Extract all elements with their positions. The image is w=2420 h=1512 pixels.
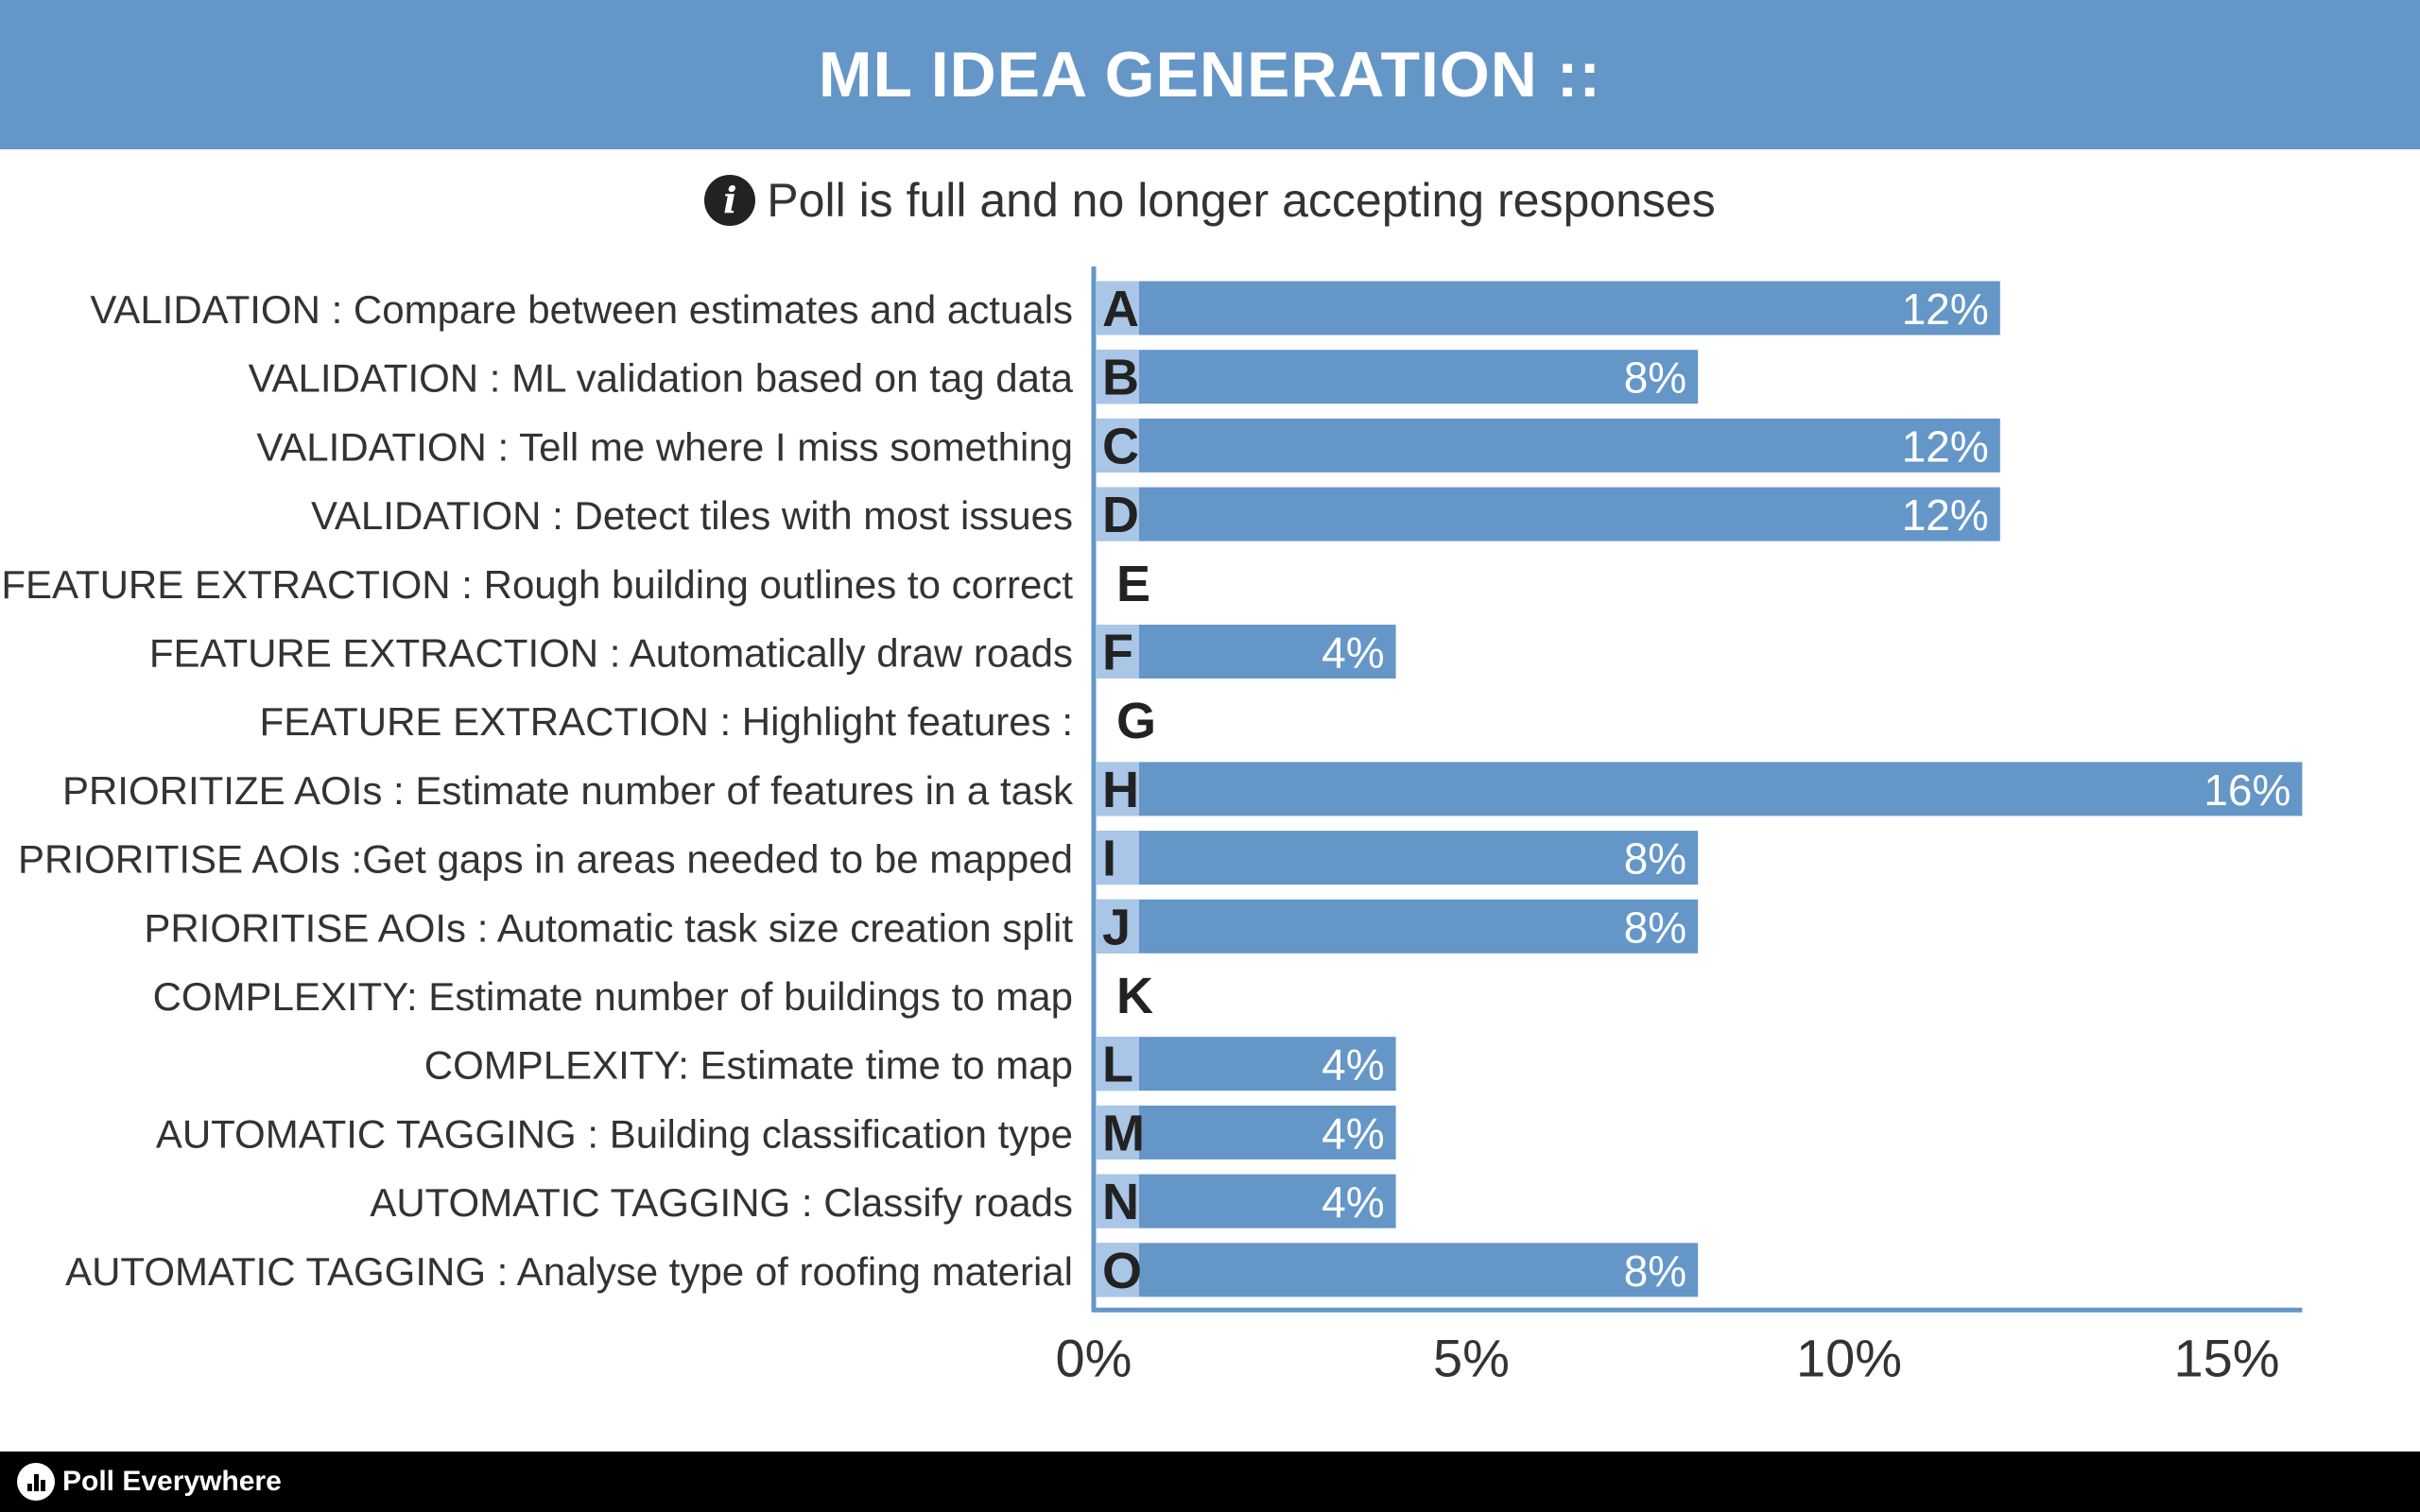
bar-letter: E	[1116, 556, 1150, 612]
category-label: FEATURE EXTRACTION : Rough building outl…	[1, 562, 1073, 607]
bar	[1096, 1174, 1396, 1228]
bar-value-label: 8%	[1624, 834, 1686, 884]
bar-letter-tab	[1096, 1105, 1139, 1160]
bar	[1096, 487, 2000, 541]
bar-letter-tab	[1096, 418, 1139, 472]
bar-value-label: 12%	[1902, 421, 1989, 471]
bar-letter: I	[1102, 831, 1116, 887]
bar-letter-tab	[1096, 1174, 1139, 1228]
bar-letter: F	[1102, 625, 1133, 681]
bar-letter: D	[1102, 487, 1139, 543]
bar	[1096, 625, 1396, 679]
bar-letter-tab	[1096, 831, 1139, 885]
bar-letter: H	[1102, 762, 1139, 818]
footer-brand-text: Poll Everywhere	[62, 1466, 282, 1497]
poll-status-notice: i Poll is full and no longer accepting r…	[0, 165, 2420, 235]
bar-letter-tab	[1096, 625, 1139, 679]
bar-value-label: 4%	[1322, 1040, 1384, 1090]
bar	[1096, 1037, 1396, 1091]
x-tick-label: 5%	[1433, 1328, 1510, 1387]
bar-letter-tab	[1096, 1243, 1139, 1297]
category-label: FEATURE EXTRACTION : Highlight features …	[260, 699, 1073, 744]
bar	[1096, 762, 2303, 816]
bar	[1096, 350, 1699, 404]
category-label: AUTOMATIC TAGGING : Analyse type of roof…	[65, 1249, 1073, 1294]
bar-letter-tab	[1096, 762, 1139, 816]
category-label: VALIDATION : ML validation based on tag …	[249, 356, 1074, 401]
category-label: PRIORITISE AOIs :Get gaps in areas neede…	[18, 837, 1073, 882]
poll-everywhere-logo-icon	[17, 1463, 55, 1501]
bar	[1096, 831, 1699, 885]
poll-status-text: Poll is full and no longer accepting res…	[767, 174, 1716, 227]
bar-letter-tab	[1096, 281, 1139, 335]
bar	[1096, 418, 2000, 472]
footer-bar: Poll Everywhere	[0, 1452, 2420, 1512]
x-tick-label: 10%	[1796, 1328, 1902, 1387]
category-label: COMPLEXITY: Estimate number of buildings…	[153, 974, 1073, 1019]
bar-letter: N	[1102, 1174, 1139, 1230]
x-tick-label: 0%	[1056, 1328, 1132, 1387]
bar-value-label: 4%	[1322, 1177, 1384, 1227]
info-icon: i	[704, 175, 756, 226]
bar-letter-tab	[1096, 1037, 1139, 1091]
bar-letter: J	[1102, 899, 1131, 955]
bar-letter-tab	[1096, 899, 1139, 954]
category-label: COMPLEXITY: Estimate time to map	[424, 1043, 1073, 1088]
bar-letter: A	[1102, 281, 1139, 337]
bar-letter: M	[1102, 1105, 1145, 1161]
category-label: AUTOMATIC TAGGING : Building classificat…	[156, 1111, 1073, 1156]
x-tick-label: 15%	[2173, 1328, 2279, 1387]
bar	[1096, 1243, 1699, 1297]
bar	[1096, 899, 1699, 954]
category-label: VALIDATION : Tell me where I miss someth…	[256, 424, 1073, 469]
bar-letter: O	[1102, 1243, 1142, 1299]
bar-letter: L	[1102, 1037, 1133, 1093]
bar	[1096, 281, 2000, 335]
bar-letter: G	[1116, 693, 1156, 749]
bar-letter-tab	[1096, 350, 1139, 404]
bar-value-label: 8%	[1624, 353, 1686, 403]
page-title: ML IDEA GENERATION ::	[818, 39, 1602, 111]
category-label: VALIDATION : Detect tiles with most issu…	[311, 493, 1073, 538]
category-label: FEATURE EXTRACTION : Automatically draw …	[149, 631, 1073, 676]
category-label: PRIORITISE AOIs : Automatic task size cr…	[144, 905, 1073, 950]
bar-letter-tab	[1096, 487, 1139, 541]
category-label: AUTOMATIC TAGGING : Classify roads	[370, 1180, 1073, 1225]
bar-value-label: 4%	[1322, 628, 1384, 678]
category-label: VALIDATION : Compare between estimates a…	[90, 287, 1073, 332]
header-bar: ML IDEA GENERATION ::	[0, 0, 2420, 149]
results-bar-chart: 0% 5% 10% 15% VALIDATION : Compare between e…	[1, 266, 2303, 1387]
bar-value-label: 12%	[1902, 284, 1989, 334]
category-label: PRIORITIZE AOIs : Estimate number of fea…	[62, 768, 1074, 813]
bar-letter: B	[1102, 350, 1139, 406]
bar-letter: K	[1116, 968, 1153, 1024]
bar-value-label: 12%	[1902, 490, 1989, 540]
bar-value-label: 8%	[1624, 902, 1686, 952]
bar-value-label: 4%	[1322, 1108, 1384, 1158]
bar-value-label: 8%	[1624, 1246, 1686, 1296]
bar	[1096, 1105, 1396, 1160]
bar-letter: C	[1102, 418, 1139, 474]
bar-value-label: 16%	[2204, 765, 2290, 815]
